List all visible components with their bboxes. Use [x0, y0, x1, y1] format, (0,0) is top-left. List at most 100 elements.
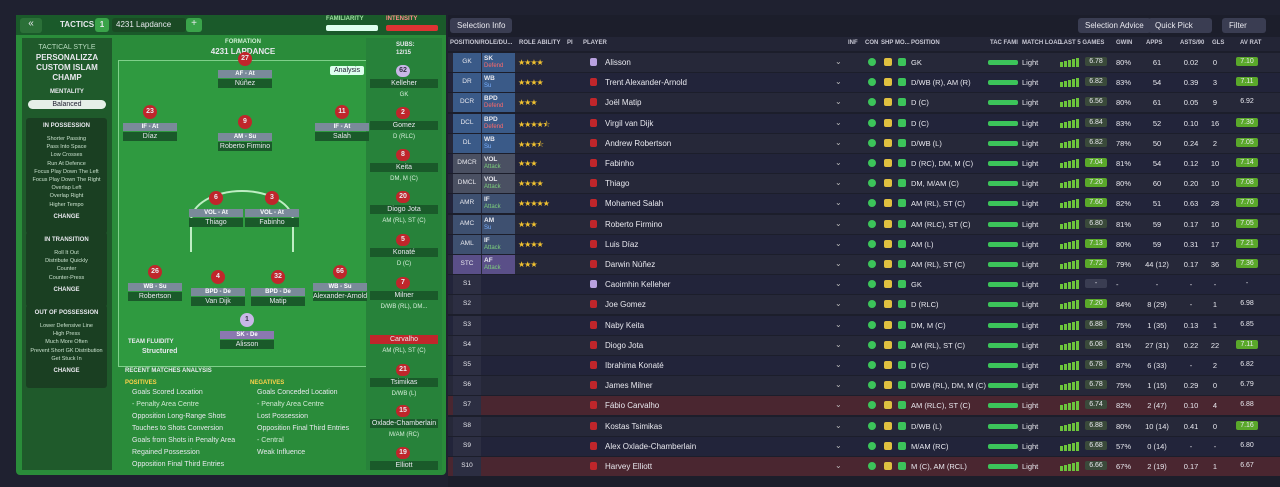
table-row[interactable] — [448, 53, 1280, 72]
add-tactic[interactable]: + — [186, 18, 202, 32]
table-row[interactable] — [448, 73, 1280, 93]
bench-name[interactable]: Keita — [370, 163, 438, 172]
bench-name[interactable]: Carvalho — [370, 335, 438, 344]
role-cell[interactable] — [482, 73, 515, 93]
role-cell[interactable] — [482, 234, 515, 254]
shirt-number[interactable]: 27 — [238, 52, 252, 66]
bench-name[interactable]: Kelleher — [370, 79, 438, 88]
player-dropdown[interactable]: ⌄ — [835, 279, 842, 289]
bench-name[interactable]: Diogo Jota — [370, 205, 438, 214]
player-name[interactable]: James Milner — [605, 381, 653, 391]
table-row[interactable] — [448, 113, 1280, 133]
player-dropdown[interactable]: ⌄ — [835, 299, 842, 309]
table-row[interactable] — [448, 275, 1280, 295]
player-name[interactable]: Trent Alexander-Arnold — [605, 78, 687, 88]
player-name[interactable]: Ibrahima Konaté — [605, 361, 664, 370]
role-cell[interactable] — [482, 154, 515, 173]
player-name[interactable]: Andrew Robertson — [605, 138, 672, 148]
player-name[interactable]: Mohamed Salah — [605, 199, 664, 209]
role-cell[interactable] — [482, 194, 515, 214]
player-dropdown[interactable]: ⌄ — [835, 259, 842, 268]
table-row[interactable] — [448, 295, 1280, 315]
table-row[interactable] — [448, 154, 1280, 173]
player-name[interactable]: Fabinho — [605, 159, 634, 168]
player-name[interactable]: Darwin Núñez — [605, 260, 656, 269]
player-name[interactable]: Díaz — [123, 132, 177, 141]
player-dropdown[interactable]: ⌄ — [835, 319, 842, 329]
player-name[interactable]: Fábio Carvalho — [605, 401, 660, 411]
player-name[interactable]: Joël Matip — [605, 98, 642, 108]
shirt-number[interactable]: 23 — [143, 105, 157, 119]
tactic-slot[interactable]: 1 — [95, 18, 109, 32]
bench-name[interactable]: Tsimikas — [370, 378, 438, 387]
tactic-selector[interactable]: 4231 Lapdance — [112, 18, 186, 32]
player-name[interactable]: Caoimhin Kelleher — [605, 280, 671, 290]
player-name[interactable]: Kostas Tsimikas — [605, 421, 663, 431]
player-name[interactable]: Matip — [251, 297, 305, 306]
change-button[interactable]: CHANGE — [53, 368, 80, 374]
bench-name[interactable]: Milner — [370, 291, 438, 300]
table-row[interactable] — [448, 174, 1280, 194]
player-name[interactable]: Naby Keita — [605, 320, 645, 330]
shirt-number[interactable]: 4 — [211, 270, 225, 284]
player-name[interactable]: Fabinho — [245, 218, 299, 227]
player-dropdown[interactable]: ⌄ — [835, 461, 842, 470]
shirt-number[interactable]: 32 — [271, 270, 285, 284]
bench-name[interactable]: Gomez — [370, 121, 438, 130]
player-name[interactable]: Roberto Firmino — [218, 142, 272, 151]
shirt-number[interactable]: 1 — [240, 313, 254, 327]
change-button[interactable]: CHANGE — [53, 213, 80, 220]
table-row[interactable] — [448, 133, 1280, 153]
change-button[interactable]: CHANGE — [53, 286, 80, 293]
analysis-button[interactable]: Analysis — [330, 66, 365, 75]
shirt-number[interactable]: 11 — [335, 105, 349, 119]
table-row[interactable] — [448, 436, 1280, 456]
table-row[interactable] — [448, 396, 1280, 416]
shirt-number[interactable]: 26 — [148, 265, 162, 279]
table-row[interactable] — [448, 93, 1280, 113]
role-cell[interactable] — [482, 113, 515, 133]
shirt-number[interactable]: 6 — [209, 191, 223, 205]
player-name[interactable]: Joe Gomez — [605, 300, 646, 310]
back-button[interactable]: « — [20, 18, 42, 33]
player-name[interactable]: Thiago — [189, 218, 243, 227]
table-row[interactable] — [448, 356, 1280, 375]
player-dropdown[interactable]: ⌄ — [835, 198, 842, 208]
table-row[interactable] — [448, 214, 1280, 234]
shirt-number[interactable]: 66 — [333, 265, 347, 279]
player-name[interactable]: Virgil van Dijk — [605, 118, 654, 128]
player-name[interactable]: Roberto Firmino — [605, 219, 663, 229]
player-dropdown[interactable]: ⌄ — [835, 218, 842, 228]
shirt-number[interactable]: 9 — [238, 115, 252, 129]
player-name[interactable]: Van Dijk — [191, 297, 245, 306]
selection-info[interactable]: Selection Info — [450, 18, 513, 33]
player-name[interactable]: Núñez — [218, 79, 272, 88]
bench-name[interactable]: Konaté — [370, 248, 438, 257]
player-dropdown[interactable]: ⌄ — [835, 158, 842, 167]
player-name[interactable]: Harvey Elliott — [605, 462, 653, 471]
player-name[interactable]: Thiago — [605, 179, 630, 189]
table-row[interactable] — [448, 234, 1280, 254]
table-row[interactable] — [448, 255, 1280, 274]
player-dropdown[interactable]: ⌄ — [835, 440, 842, 450]
player-dropdown[interactable]: ⌄ — [835, 360, 842, 369]
bench-name[interactable]: Oxlade-Chamberlain — [370, 419, 438, 428]
table-row[interactable] — [448, 335, 1280, 355]
table-row[interactable] — [448, 457, 1280, 476]
selection-advice[interactable]: Selection Advice — [1078, 18, 1151, 33]
role-cell[interactable] — [482, 93, 515, 113]
player-dropdown[interactable]: ⌄ — [835, 420, 842, 430]
role-cell[interactable] — [482, 53, 515, 72]
player-dropdown[interactable]: ⌄ — [835, 339, 842, 349]
filter[interactable]: Filter — [1222, 18, 1266, 33]
role-cell[interactable] — [482, 214, 515, 234]
player-name[interactable]: Alex Oxlade-Chamberlain — [605, 441, 697, 451]
player-dropdown[interactable]: ⌄ — [835, 400, 842, 410]
table-row[interactable] — [448, 315, 1280, 335]
player-name[interactable]: Alisson — [220, 340, 274, 349]
player-dropdown[interactable]: ⌄ — [835, 117, 842, 127]
player-name[interactable]: Diogo Jota — [605, 340, 644, 350]
player-name[interactable]: Alexander-Arnold — [313, 292, 368, 301]
player-dropdown[interactable]: ⌄ — [835, 178, 842, 188]
table-row[interactable] — [448, 416, 1280, 436]
